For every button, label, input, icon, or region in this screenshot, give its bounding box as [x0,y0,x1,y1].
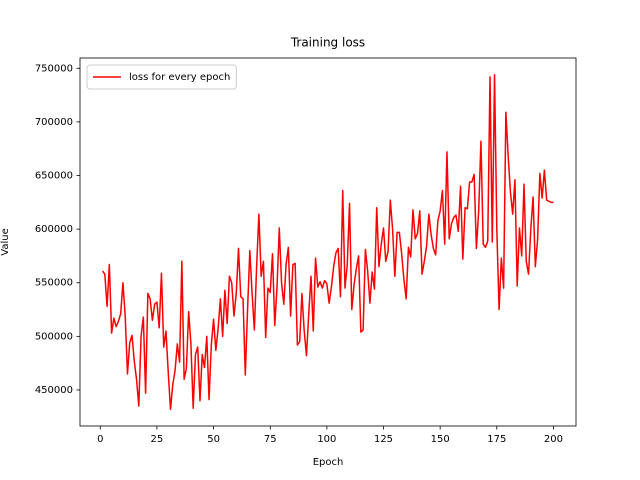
x-tick-label: 75 [264,434,277,445]
x-tick-label: 175 [487,434,506,445]
x-tick-label: 50 [207,434,220,445]
x-axis-label: Epoch [313,457,344,468]
x-tick-label: 125 [374,434,393,445]
y-tick-label: 650000 [35,171,73,182]
y-tick-label: 550000 [35,278,73,289]
plot-frame [79,57,577,427]
x-tick-label: 25 [151,434,164,445]
chart-title: Training loss [290,36,365,50]
x-tick-label: 150 [431,434,450,445]
y-tick-label: 750000 [35,63,73,74]
x-tick-label: 200 [544,434,563,445]
legend-label: loss for every epoch [129,72,230,83]
legend-box [86,64,237,90]
y-tick-label: 700000 [35,117,73,128]
y-tick-label: 450000 [35,385,73,396]
x-tick-label: 100 [317,434,336,445]
y-tick-label: 600000 [35,224,73,235]
y-axis-label: Value [0,228,11,255]
x-tick-label: 0 [97,434,103,445]
y-tick-label: 500000 [35,331,73,342]
data-line [101,73,554,411]
